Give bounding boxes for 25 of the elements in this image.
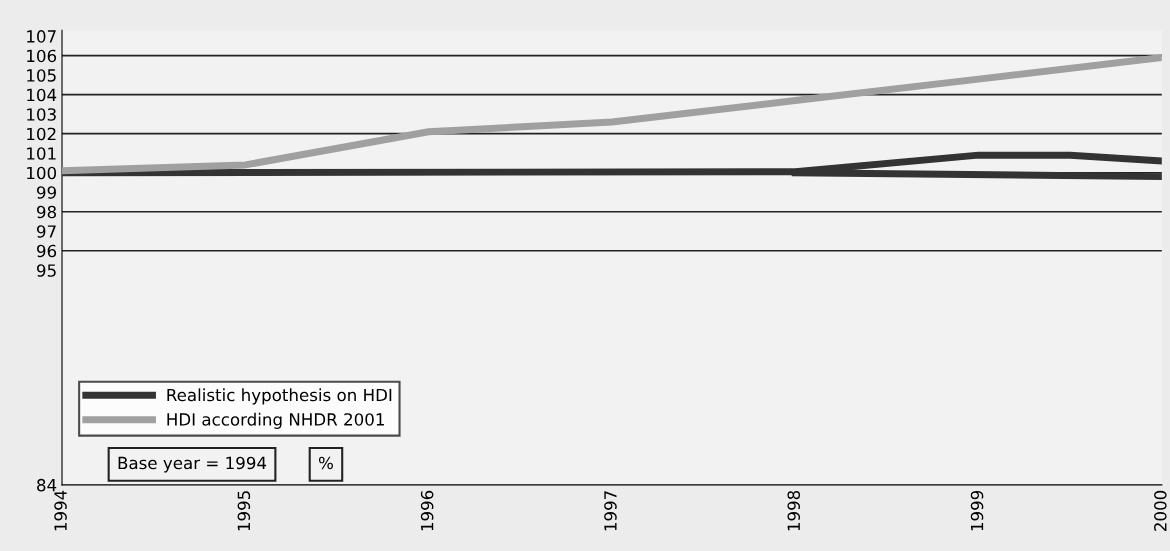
y-tick-label: 103 xyxy=(27,108,56,121)
y-tick-label: 107 xyxy=(27,30,56,43)
y-tick-label: 95 xyxy=(36,264,56,277)
y-tick-label: 98 xyxy=(36,205,57,219)
x-tick-label: 1995 xyxy=(237,491,251,531)
x-tick-label: 1996 xyxy=(420,490,434,531)
y-tick-label: 104 xyxy=(27,88,57,102)
annotation: Base year = 1994 xyxy=(118,456,267,473)
x-tick-label: 2000 xyxy=(1154,490,1167,531)
x-tick-label: 1994 xyxy=(54,490,67,531)
legend-label: Realistic hypothesis on HDI xyxy=(167,388,392,405)
x-tick-label: 1997 xyxy=(604,491,617,531)
y-tick-label: 100 xyxy=(27,166,57,180)
y-tick-label: 106 xyxy=(27,49,57,63)
y-tick-label: 105 xyxy=(27,69,56,82)
legend-label: HDI according NHDR 2001 xyxy=(167,412,384,429)
y-tick-label: 97 xyxy=(36,225,56,238)
y-tick-label: 102 xyxy=(27,127,56,141)
y-tick-label: 96 xyxy=(36,244,57,258)
annotation: % xyxy=(318,456,333,470)
x-tick-label: 1998 xyxy=(787,490,801,531)
y-tick-label: 99 xyxy=(36,186,56,199)
y-tick-label: 84 xyxy=(37,478,57,492)
y-tick-label: 101 xyxy=(27,147,56,160)
x-tick-label: 1999 xyxy=(970,490,984,531)
